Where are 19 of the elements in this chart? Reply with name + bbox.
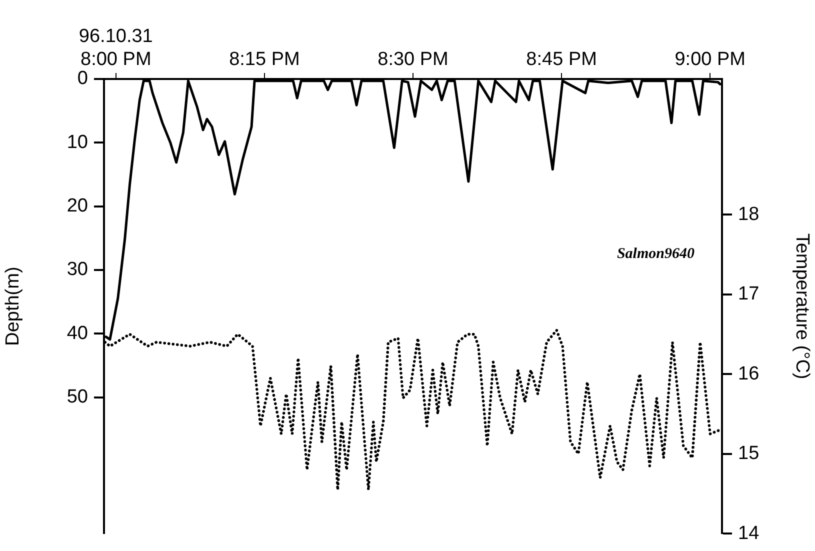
- y2-tick-label: 17: [738, 284, 760, 305]
- annotation: Salmon9640: [616, 246, 695, 262]
- y-tick-label: 50: [66, 386, 88, 408]
- y-tick-label: 20: [66, 196, 88, 217]
- y2-tick-label: 14: [738, 522, 760, 544]
- y2-tick-label: 18: [738, 204, 760, 225]
- y2-tick-label: 15: [738, 443, 760, 464]
- y-tick-label: 30: [66, 259, 88, 280]
- x-tick-label: 9:00 PM: [674, 48, 746, 70]
- x-tick-label: 8:45 PM: [526, 48, 597, 70]
- y-tick-label: 10: [66, 132, 88, 153]
- y-tick-label: 0: [77, 68, 88, 90]
- x-tick-label: 96.10.31 8:00 PM: [78, 26, 153, 70]
- y2-tick-label: 16: [738, 363, 760, 384]
- y2-axis-title: Temperature (°C): [791, 233, 812, 380]
- x-tick-label: 8:30 PM: [378, 48, 448, 70]
- y-tick-label: 40: [66, 322, 88, 344]
- x-tick-label: 8:15 PM: [229, 48, 300, 70]
- y-axis-title: Depth(m): [2, 266, 24, 346]
